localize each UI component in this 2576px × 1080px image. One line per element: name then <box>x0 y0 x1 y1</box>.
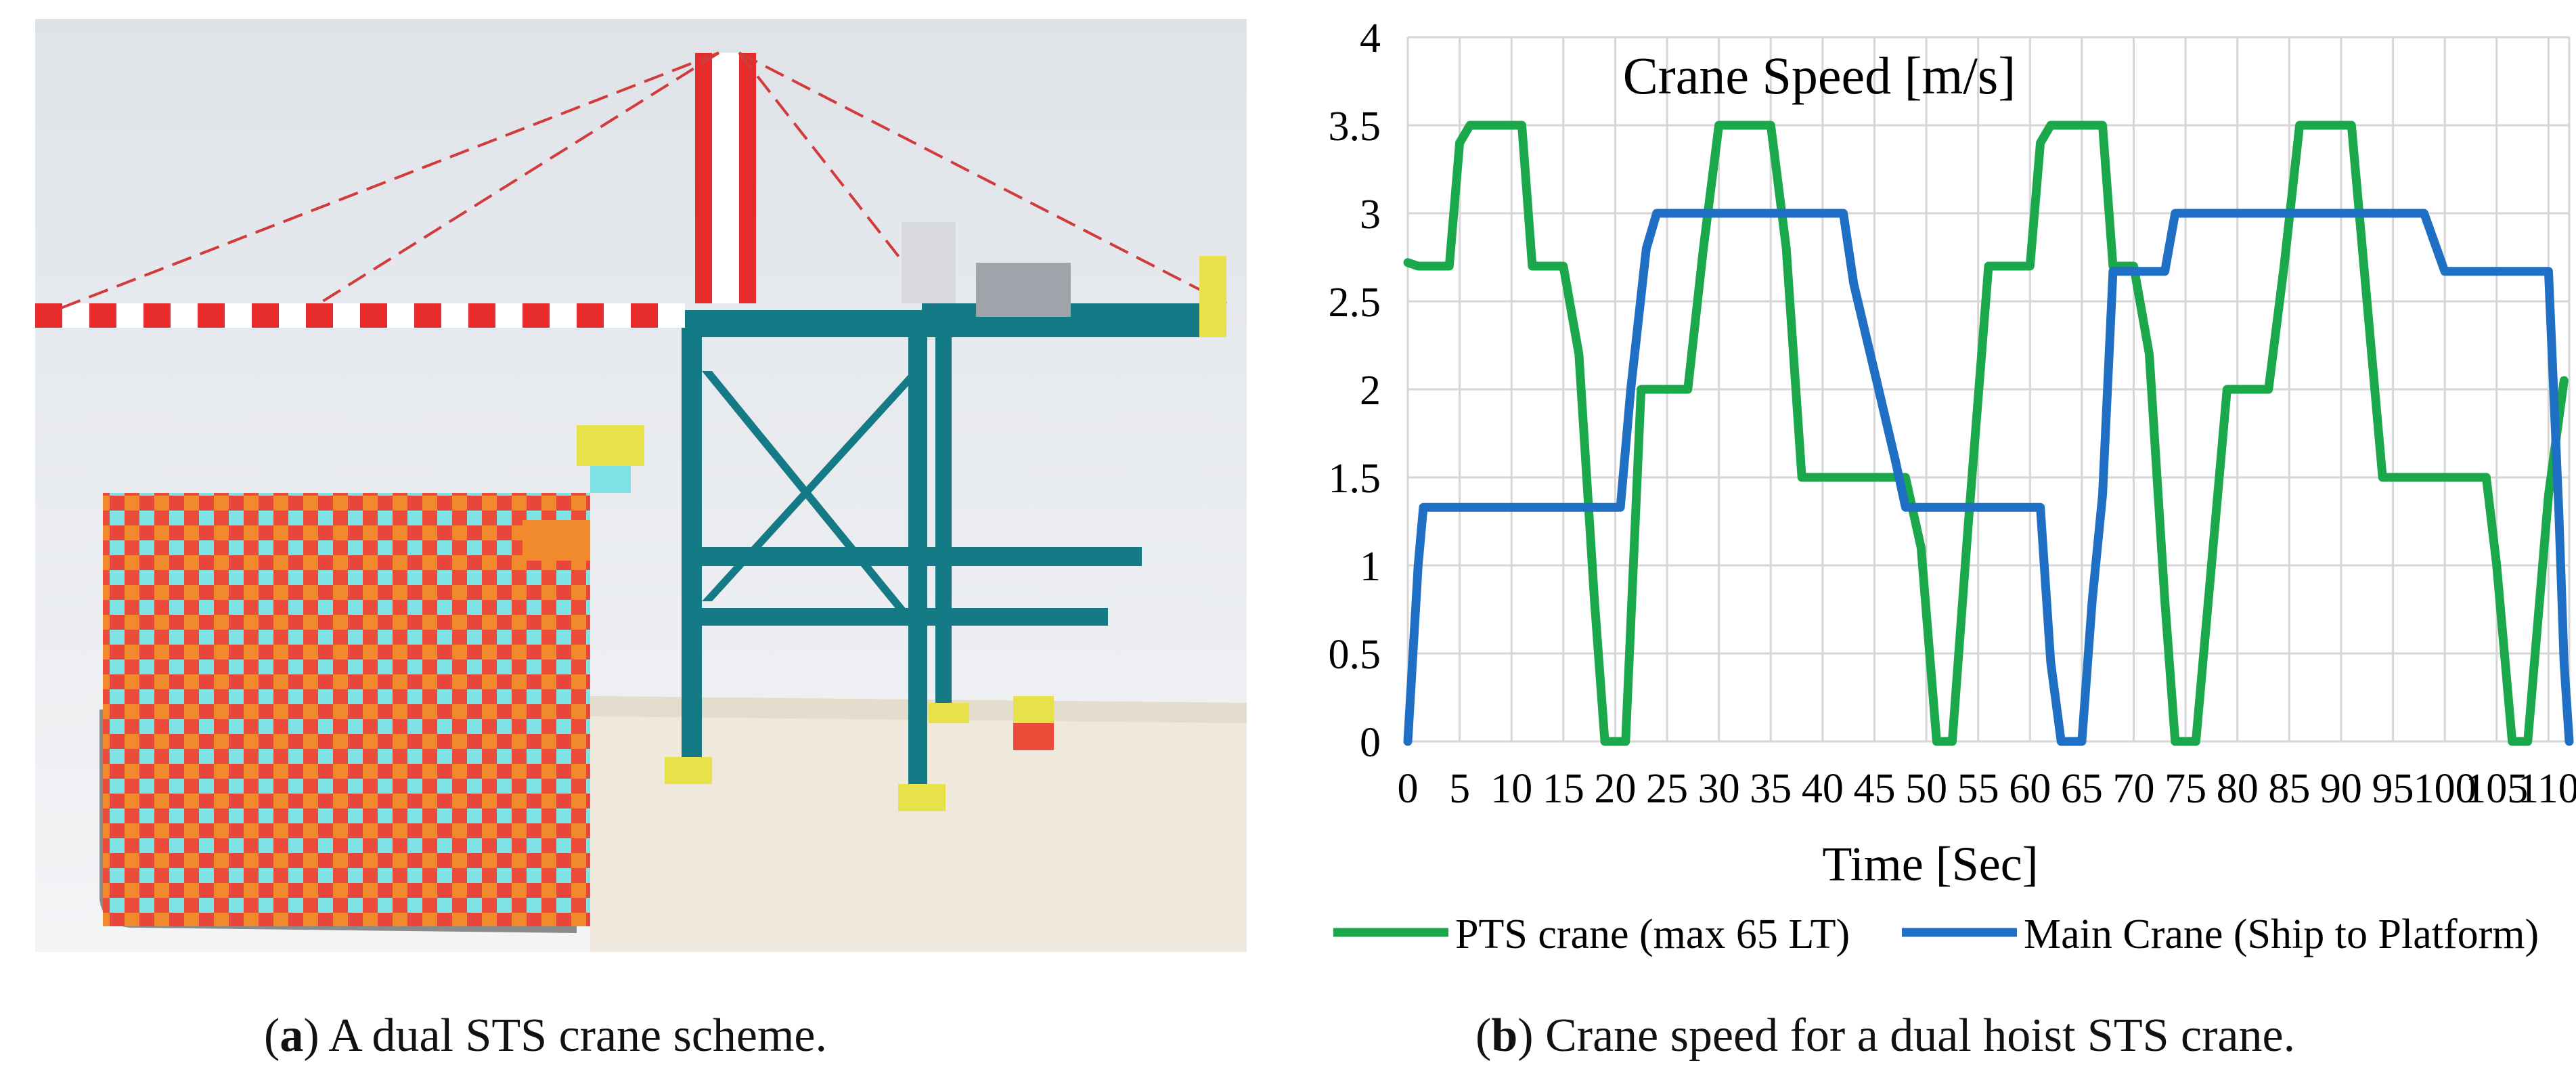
x-tick-label: 60 <box>2009 766 2051 812</box>
series-line-0 <box>1403 121 2569 746</box>
crane-scheme-drawing <box>35 19 1247 952</box>
caption-b: (b) Crane speed for a dual hoist STS cra… <box>1475 1010 2296 1062</box>
x-tick-label: 30 <box>1698 766 1740 812</box>
x-tick-label: 100 <box>2414 766 2477 812</box>
crane-illustration <box>35 19 1247 952</box>
x-tick-label: 90 <box>2320 766 2362 812</box>
y-axis-ticks: 0 0.5 1 1.5 2 2.5 3 3.5 4 <box>1329 16 1381 766</box>
series-line-1 <box>1403 209 2574 746</box>
x-tick-label: 40 <box>1802 766 1844 812</box>
x-tick-label: 50 <box>1905 766 1947 812</box>
y-tick-label: 1.5 <box>1329 456 1381 502</box>
y-tick-label: 3 <box>1360 192 1381 238</box>
y-tick-label: 3.5 <box>1329 104 1381 150</box>
y-tick-label: 2.5 <box>1329 280 1381 326</box>
x-tick-label: 35 <box>1750 766 1792 812</box>
x-tick-label: 15 <box>1542 766 1584 812</box>
legend-label-main: Main Crane (Ship to Platform) <box>2024 911 2539 957</box>
x-tick-label: 95 <box>2372 766 2414 812</box>
x-tick-label: 75 <box>2164 766 2206 812</box>
chart-series <box>1403 121 2574 746</box>
x-tick-label: 10 <box>1490 766 1532 812</box>
x-tick-label: 45 <box>1853 766 1895 812</box>
x-tick-label: 25 <box>1646 766 1688 812</box>
x-tick-label: 55 <box>1957 766 1999 812</box>
y-tick-label: 0 <box>1360 720 1381 766</box>
x-tick-label: 5 <box>1449 766 1470 812</box>
chart-legend: PTS crane (max 65 LT) Main Crane (Ship t… <box>1333 911 2539 957</box>
x-tick-label: 65 <box>2061 766 2103 812</box>
x-tick-label: 80 <box>2217 766 2259 812</box>
y-tick-label: 4 <box>1360 16 1381 62</box>
x-tick-label: 20 <box>1594 766 1636 812</box>
legend-label-pts: PTS crane (max 65 LT) <box>1455 911 1850 957</box>
line-chart: 00.511.522.533.54 0 5 10 15 20 25 30 35 40 45 50 55… <box>1329 16 2576 957</box>
y-tick-label: 2 <box>1360 368 1381 414</box>
x-axis-ticks: 0 5 10 15 20 25 30 35 40 45 50 55 60 65 70 75 80 85 90 95 10… <box>1398 766 2576 812</box>
x-tick-label: 110 <box>2518 766 2576 812</box>
y-tick-label: 1 <box>1360 544 1381 590</box>
chart-title: Crane Speed [m/s] <box>1623 46 2016 105</box>
x-tick-label: 0 <box>1398 766 1419 812</box>
x-tick-label: 70 <box>2113 766 2155 812</box>
x-tick-label: 85 <box>2268 766 2310 812</box>
y-tick-label: 0.5 <box>1329 632 1381 678</box>
x-tick-label: 105 <box>2465 766 2528 812</box>
x-axis-label: Time [Sec] <box>1822 837 2038 891</box>
crane-speed-chart: 0 0.5 1 1.5 2 2.5 3 3.5 4 0 5 10 15 20 25 30 35 40 45 50 55… <box>1252 0 2576 962</box>
caption-a: (a) A dual STS crane scheme. <box>264 1010 828 1062</box>
